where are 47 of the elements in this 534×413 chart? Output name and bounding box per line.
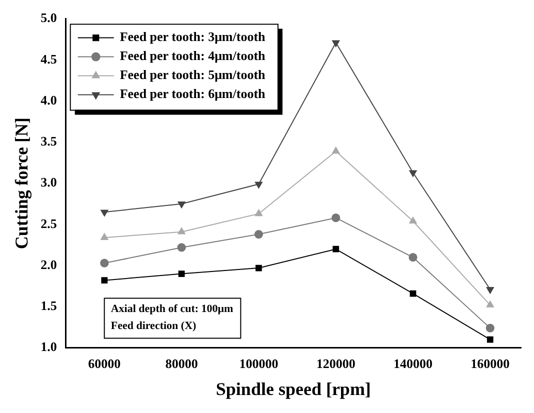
point bbox=[254, 230, 264, 239]
x-tick-label: 60000 bbox=[88, 356, 121, 371]
point bbox=[486, 300, 494, 308]
point bbox=[178, 270, 185, 277]
y-tick-label: 5.0 bbox=[40, 10, 57, 26]
y-axis-title: Cutting force [N] bbox=[11, 117, 32, 250]
x-tick-label: 100000 bbox=[239, 356, 278, 371]
point bbox=[100, 233, 108, 240]
point bbox=[486, 287, 494, 294]
point bbox=[178, 201, 186, 208]
point bbox=[101, 277, 108, 284]
point bbox=[486, 324, 494, 332]
point bbox=[332, 146, 340, 154]
point bbox=[486, 336, 494, 343]
point bbox=[408, 253, 418, 262]
annotation: Axial depth of cut: 100μm bbox=[110, 303, 234, 316]
y-tick-label: 2.0 bbox=[40, 256, 57, 272]
y-tick-label: 2.5 bbox=[40, 216, 58, 231]
legend-label: Feed per tooth: 4μm/tooth bbox=[120, 48, 266, 64]
x-tick-label: 80000 bbox=[165, 356, 198, 371]
point bbox=[254, 209, 262, 216]
y-tick-label: 3.5 bbox=[40, 134, 58, 149]
y-tick-label: 3.0 bbox=[40, 174, 57, 190]
point bbox=[178, 228, 186, 234]
point bbox=[254, 182, 262, 188]
point bbox=[332, 214, 340, 222]
point bbox=[100, 210, 108, 216]
point bbox=[409, 216, 417, 224]
point bbox=[410, 290, 416, 297]
point bbox=[100, 258, 109, 268]
y-tick-label: 1.0 bbox=[40, 339, 57, 354]
x-tick-label: 160000 bbox=[470, 356, 510, 371]
y-tick-label: 1.5 bbox=[40, 298, 58, 314]
point bbox=[332, 246, 340, 252]
point bbox=[177, 243, 186, 252]
legend-label: Feed per tooth: 3μm/tooth bbox=[120, 29, 266, 44]
x-axis-title: Spindle speed [rpm] bbox=[216, 378, 371, 399]
point bbox=[409, 170, 417, 177]
y-tick-label: 4.0 bbox=[40, 92, 57, 108]
x-tick-label: 120000 bbox=[316, 356, 356, 371]
y-tick-label: 4.5 bbox=[40, 51, 58, 66]
point bbox=[256, 264, 262, 272]
legend-label: Feed per tooth: 5μm/tooth bbox=[120, 67, 266, 82]
point bbox=[332, 40, 340, 47]
annotation: Feed direction (X) bbox=[110, 320, 197, 332]
legend-label: Feed per tooth: 6μm/tooth bbox=[120, 86, 266, 102]
x-tick-label: 140000 bbox=[394, 356, 432, 371]
